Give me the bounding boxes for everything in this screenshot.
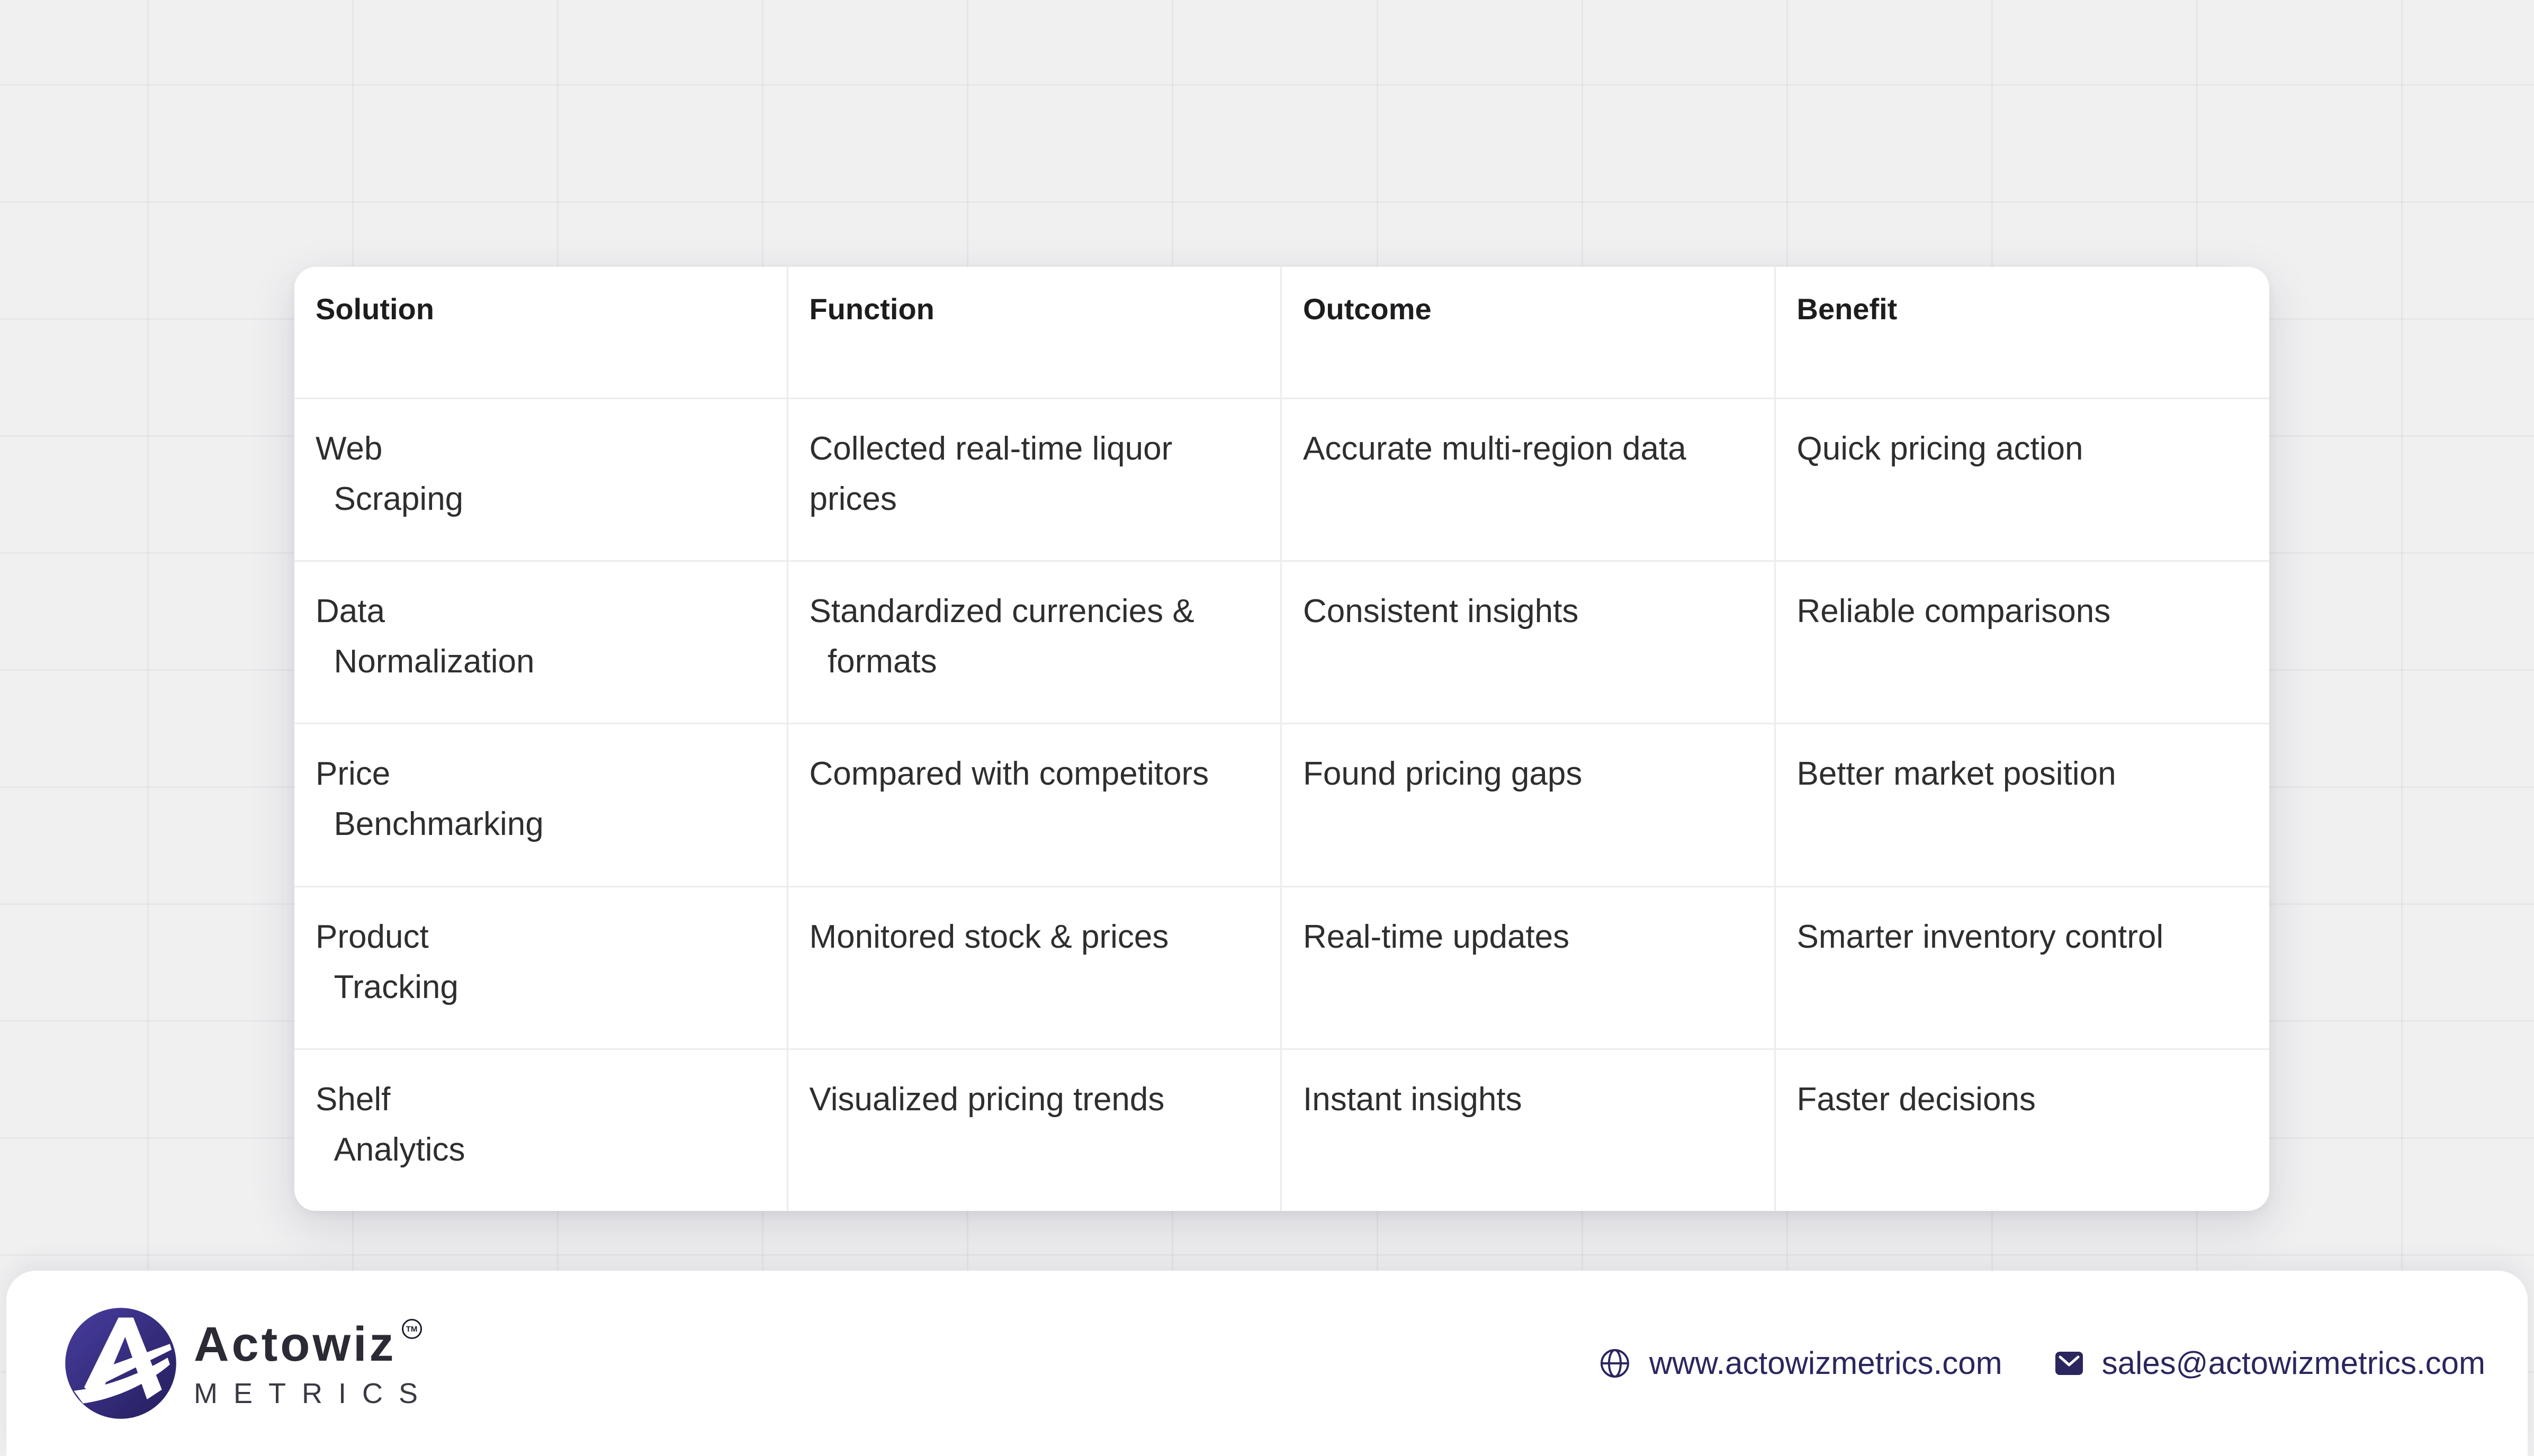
- cell-function: Standardized currencies & formats: [788, 562, 1282, 723]
- header-outcome: Outcome: [1282, 267, 1776, 398]
- cell-solution: Web Scraping: [294, 399, 788, 560]
- cell-outcome: Found pricing gaps: [1282, 724, 1776, 885]
- header-solution: Solution: [294, 267, 788, 398]
- table-row: Data Normalization Standardized currenci…: [294, 562, 2269, 724]
- table-row: Web Scraping Collected real-time liquor …: [294, 399, 2269, 562]
- website-text[interactable]: www.actowizmetrics.com: [1649, 1345, 2002, 1382]
- table-header-row: Solution Function Outcome Benefit: [294, 267, 2269, 399]
- cell-outcome: Real-time updates: [1282, 887, 1776, 1048]
- cell-benefit: Better market position: [1776, 724, 2270, 885]
- cell-benefit: Quick pricing action: [1776, 399, 2270, 560]
- header-function: Function: [788, 267, 1282, 398]
- brand-block: Actowiz TM METRICS: [64, 1306, 434, 1421]
- website-link[interactable]: www.actowizmetrics.com: [1600, 1345, 2002, 1382]
- brand-text: Actowiz TM METRICS: [194, 1318, 434, 1409]
- cell-solution: Product Tracking: [294, 887, 788, 1048]
- cell-solution: Shelf Analytics: [294, 1050, 788, 1211]
- cell-outcome: Accurate multi-region data: [1282, 399, 1776, 560]
- table-row: Price Benchmarking Compared with competi…: [294, 724, 2269, 887]
- table-row: Product Tracking Monitored stock & price…: [294, 887, 2269, 1050]
- cell-solution: Data Normalization: [294, 562, 788, 723]
- cell-function: Monitored stock & prices: [788, 887, 1282, 1048]
- header-benefit: Benefit: [1776, 267, 2270, 398]
- comparison-table: Solution Function Outcome Benefit Web Sc…: [294, 267, 2269, 1211]
- brand-subtitle: METRICS: [194, 1378, 434, 1409]
- trademark-badge: TM: [402, 1319, 422, 1339]
- email-text[interactable]: sales@actowizmetrics.com: [2102, 1345, 2485, 1382]
- cell-function: Visualized pricing trends: [788, 1050, 1282, 1211]
- brand-name: Actowiz: [194, 1318, 397, 1371]
- contact-links: www.actowizmetrics.com sales@actowizmetr…: [1600, 1345, 2485, 1382]
- cell-solution: Price Benchmarking: [294, 724, 788, 885]
- cell-outcome: Consistent insights: [1282, 562, 1776, 723]
- globe-icon: [1600, 1348, 1630, 1379]
- cell-benefit: Smarter inventory control: [1776, 887, 2270, 1048]
- page: Solution Function Outcome Benefit Web Sc…: [0, 0, 2534, 1456]
- cell-benefit: Reliable comparisons: [1776, 562, 2270, 723]
- email-icon: [2055, 1352, 2083, 1375]
- email-link[interactable]: sales@actowizmetrics.com: [2055, 1345, 2485, 1382]
- footer: Actowiz TM METRICS www.actowizmetrics.co…: [6, 1271, 2528, 1456]
- cell-benefit: Faster decisions: [1776, 1050, 2270, 1211]
- actowiz-logo-icon: [64, 1306, 178, 1421]
- table-row: Shelf Analytics Visualized pricing trend…: [294, 1050, 2269, 1211]
- cell-function: Compared with competitors: [788, 724, 1282, 885]
- cell-outcome: Instant insights: [1282, 1050, 1776, 1211]
- cell-function: Collected real-time liquor prices: [788, 399, 1282, 560]
